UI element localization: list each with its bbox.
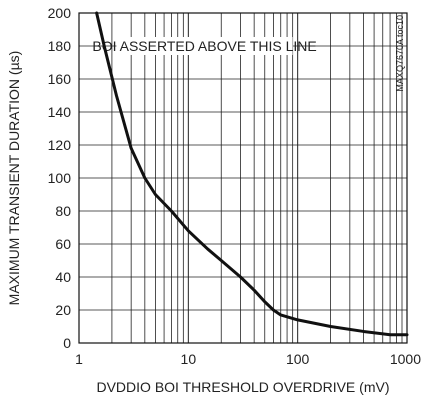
plot-frame	[78, 12, 408, 344]
y-tick-label: 60	[55, 236, 71, 252]
y-tick-label: 140	[48, 104, 72, 120]
x-tick-label: 100	[286, 351, 310, 367]
y-tick-label: 200	[48, 5, 72, 21]
y-tick-label: 120	[48, 137, 72, 153]
y-tick-label: 100	[48, 170, 72, 186]
part-number: MAXQ7670A toc10	[395, 15, 405, 92]
y-tick-label: 160	[48, 71, 72, 87]
y-tick-label: 20	[55, 302, 71, 318]
y-tick-label: 180	[48, 38, 72, 54]
y-tick-label: 80	[55, 203, 71, 219]
grid	[79, 13, 407, 343]
x-tick-label: 10	[181, 351, 197, 367]
x-axis-label: DVDDIO BOI THRESHOLD OVERDRIVE (mV)	[96, 379, 389, 395]
y-tick-labels: 0 20 40 60 80 100 120 140 160 180 200	[48, 5, 72, 351]
annotation: BOI ASSERTED ABOVE THIS LINE	[92, 37, 317, 55]
x-tick-label: 1	[75, 351, 83, 367]
x-tick-labels: 1 10 100 1000	[75, 351, 421, 367]
annotation-background	[116, 37, 293, 55]
x-tick-label: 1000	[390, 351, 421, 367]
y-tick-label: 0	[63, 335, 71, 351]
series-line	[95, 11, 409, 337]
y-tick-label: 40	[55, 269, 71, 285]
annotation-text: BOI ASSERTED ABOVE THIS LINE	[92, 38, 316, 54]
y-axis-label: MAXIMUM TRANSIENT DURATION (µs)	[6, 51, 22, 306]
